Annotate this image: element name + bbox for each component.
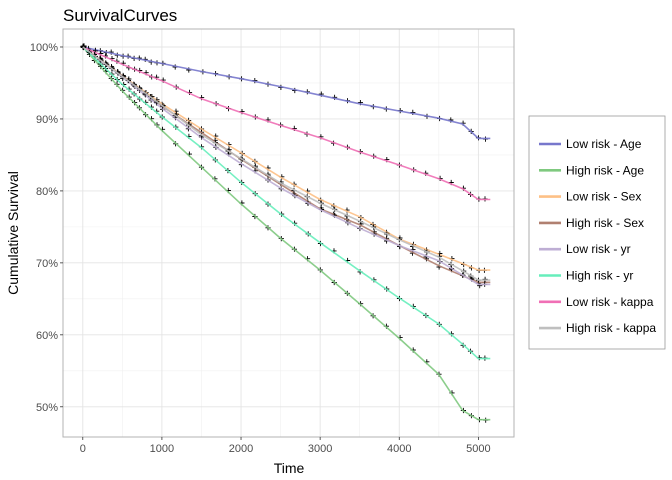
survival-curve xyxy=(82,46,491,421)
y-tick-label: 70% xyxy=(36,258,58,270)
survival-curve xyxy=(82,46,491,140)
y-tick-label: 50% xyxy=(36,402,58,414)
y-axis-title: Cumulative Survival xyxy=(5,171,21,295)
x-axis: 0 1000 2000 3000 4000 5000 xyxy=(80,437,491,455)
series-layer xyxy=(80,43,491,423)
y-axis: 50% 60% 70% 80% 90% 100% xyxy=(30,42,63,414)
legend-label: High risk - yr xyxy=(566,269,633,283)
legend-box xyxy=(528,115,666,350)
survival-curve xyxy=(82,46,491,360)
series-high-risk-age xyxy=(80,43,491,423)
series-low-risk-kappa xyxy=(80,44,491,202)
series-high-risk-yr xyxy=(80,44,491,361)
x-tick-label: 2000 xyxy=(229,443,253,455)
legend-label: Low risk - Sex xyxy=(566,190,641,204)
survival-curve xyxy=(82,46,491,201)
legend-label: High risk - kappa xyxy=(566,321,656,335)
legend-label: High risk - Age xyxy=(566,163,644,177)
legend: Low risk - Age High risk - Age Low risk - … xyxy=(528,115,666,350)
x-tick-label: 1000 xyxy=(150,443,174,455)
x-tick-label: 3000 xyxy=(308,443,332,455)
x-axis-title: Time xyxy=(274,460,305,476)
plot-border xyxy=(62,28,515,438)
legend-label: Low risk - Age xyxy=(566,137,642,151)
x-tick-label: 4000 xyxy=(387,443,411,455)
chart-title: SurvivalCurves xyxy=(63,6,177,25)
legend-label: High risk - Sex xyxy=(566,216,644,230)
y-tick-label: 100% xyxy=(30,42,58,54)
x-tick-label: 0 xyxy=(80,443,86,455)
series-high-risk-kappa xyxy=(81,44,491,283)
y-tick-label: 80% xyxy=(36,186,58,198)
y-tick-label: 60% xyxy=(36,330,58,342)
x-tick-label: 5000 xyxy=(466,443,490,455)
series-low-risk-age xyxy=(81,43,491,142)
survival-curve xyxy=(82,46,491,281)
legend-label: Low risk - kappa xyxy=(566,295,654,309)
survival-curve xyxy=(82,46,491,271)
legend-label: Low risk - yr xyxy=(566,242,631,256)
y-tick-label: 90% xyxy=(36,114,58,126)
survival-curve xyxy=(82,46,491,286)
